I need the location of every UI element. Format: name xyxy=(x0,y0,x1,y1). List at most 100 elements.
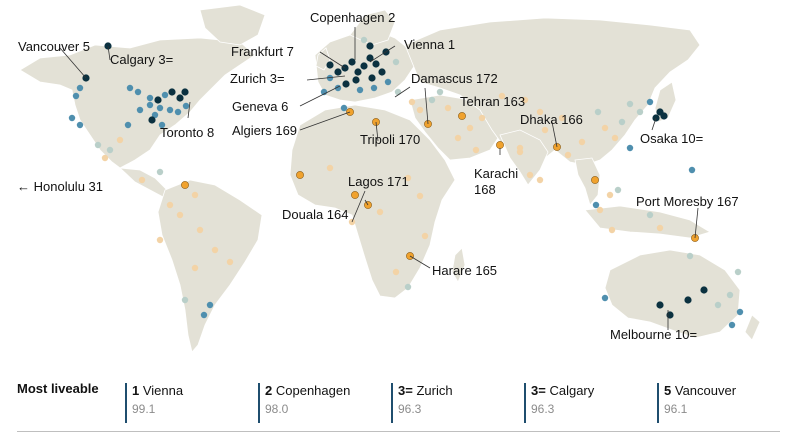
rank-line: 3= Calgary xyxy=(531,383,594,398)
city-dot xyxy=(684,296,692,304)
city-dot xyxy=(166,201,174,209)
city-dot xyxy=(181,296,189,304)
label-dhaka: Dhaka 166 xyxy=(520,112,583,127)
city-dot xyxy=(700,286,708,294)
rank-score: 96.3 xyxy=(531,402,555,416)
city-dot xyxy=(174,108,182,116)
city-dot xyxy=(360,62,368,70)
label-tehran: Tehran 163 xyxy=(460,94,526,109)
city-dot xyxy=(191,264,199,272)
rank-city: Zurich xyxy=(416,383,453,398)
city-dot xyxy=(148,116,156,124)
land-asia xyxy=(404,17,701,179)
rank-city: Calgary xyxy=(549,383,595,398)
label-frankfurt: Frankfurt 7 xyxy=(231,44,294,59)
rank-line: 1 Vienna xyxy=(132,383,183,398)
city-dot xyxy=(200,311,208,319)
rank-score: 96.3 xyxy=(398,402,422,416)
leader-line xyxy=(651,117,657,131)
leader-line xyxy=(306,75,346,81)
city-dot xyxy=(370,84,378,92)
city-dot xyxy=(101,154,109,162)
city-dot xyxy=(166,106,174,114)
leader-line xyxy=(369,45,396,63)
city-dot xyxy=(94,141,102,149)
city-dot xyxy=(124,121,132,129)
city-dot xyxy=(206,301,214,309)
city-dot xyxy=(478,114,486,122)
city-dot xyxy=(334,68,342,76)
city-dot xyxy=(416,106,424,114)
rank-item: 1 Vienna 99.1 xyxy=(125,383,183,423)
city-dot xyxy=(516,144,524,152)
city-dot xyxy=(340,104,348,112)
label-vienna: Vienna 1 xyxy=(404,37,456,52)
city-dot xyxy=(466,124,474,132)
city-dot xyxy=(688,166,696,174)
label-lagos: Lagos 171 xyxy=(348,174,409,189)
city-dot xyxy=(591,176,599,184)
city-dot xyxy=(656,224,664,232)
leader-line xyxy=(107,45,111,61)
leader-line xyxy=(364,199,369,206)
label-calgary: Calgary 3= xyxy=(110,52,174,67)
city-dot xyxy=(594,108,602,116)
city-dot xyxy=(646,98,654,106)
rank-city: Copenhagen xyxy=(275,383,351,398)
leader-line xyxy=(409,255,431,269)
city-dot xyxy=(472,146,480,154)
land-greenland xyxy=(199,4,266,46)
city-dot xyxy=(342,80,350,88)
city-dot xyxy=(378,68,386,76)
land-southeast-asia xyxy=(574,157,601,206)
rank-line: 3= Zurich xyxy=(398,383,453,398)
city-dot xyxy=(601,124,609,132)
rank-score: 96.1 xyxy=(664,402,688,416)
city-dot xyxy=(660,112,668,120)
city-dot xyxy=(116,136,124,144)
ranking-footer: Most liveable 1 Vienna 99.1 2 Copenhagen… xyxy=(0,365,800,445)
rank-item: 3= Zurich 96.3 xyxy=(391,383,453,423)
city-dot xyxy=(372,60,380,68)
land-south-america xyxy=(157,179,263,353)
city-dot xyxy=(421,232,429,240)
leader-line xyxy=(424,87,429,125)
city-dot xyxy=(352,76,360,84)
label-karachi-rank: 168 xyxy=(474,182,496,197)
city-dot xyxy=(182,102,190,110)
land-indonesia xyxy=(584,205,711,239)
leader-line xyxy=(299,85,341,107)
rank-item: 2 Copenhagen 98.0 xyxy=(258,383,350,423)
city-dot xyxy=(158,121,166,129)
city-dot xyxy=(614,186,622,194)
city-dot xyxy=(156,236,164,244)
city-dot xyxy=(656,301,664,309)
city-dot xyxy=(296,171,304,179)
label-geneva: Geneva 6 xyxy=(232,99,289,114)
city-dot xyxy=(146,101,154,109)
city-dot xyxy=(72,92,80,100)
rank-number: 1 xyxy=(132,383,140,398)
city-dot xyxy=(596,206,604,214)
label-toronto: Toronto 8 xyxy=(160,125,215,140)
city-dot xyxy=(626,100,634,108)
city-dot xyxy=(626,144,634,152)
city-dot xyxy=(211,246,219,254)
city-dot xyxy=(734,268,742,276)
city-dot xyxy=(161,91,169,99)
city-dot xyxy=(392,268,400,276)
city-dot xyxy=(360,36,368,44)
city-dot xyxy=(106,146,114,154)
city-dot xyxy=(521,96,529,104)
leader-lines xyxy=(59,27,699,330)
city-dot xyxy=(136,106,144,114)
city-dot xyxy=(356,86,364,94)
rank-number: 2 xyxy=(265,383,273,398)
city-dot xyxy=(156,104,164,112)
city-dot xyxy=(392,58,400,66)
city-dot xyxy=(404,174,412,182)
city-dot xyxy=(366,54,374,62)
label-port-moresby: Port Moresby 167 xyxy=(636,194,739,209)
label-honolulu: ← Honolulu 31 xyxy=(17,179,103,194)
city-dot xyxy=(126,84,134,92)
